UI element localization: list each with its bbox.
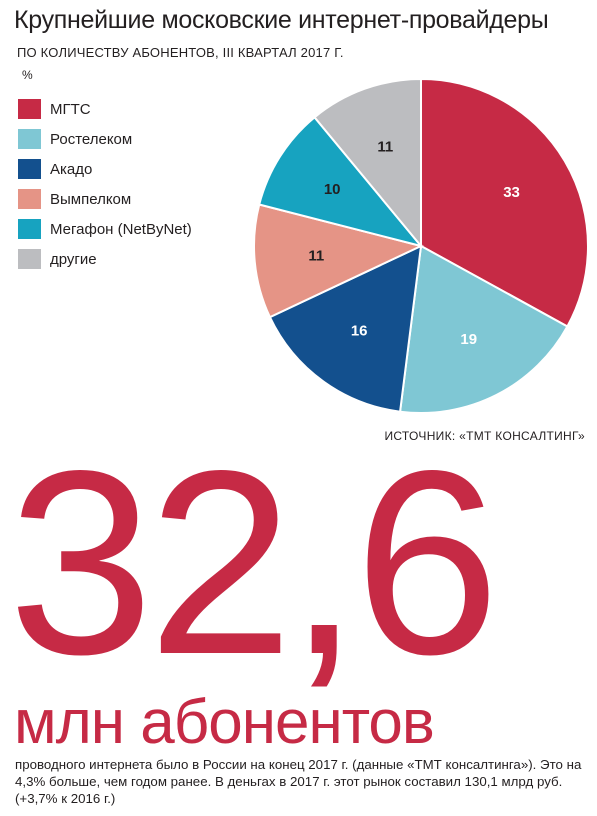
pie-slice-label: 19	[460, 331, 477, 348]
legend-swatch	[18, 219, 41, 239]
pie-slice-label: 16	[351, 323, 368, 340]
chart-subtitle: ПО КОЛИЧЕСТВУ АБОНЕНТОВ, III КВАРТАЛ 201…	[17, 45, 344, 60]
legend-item: Акадо	[18, 154, 192, 184]
pie-slice	[268, 244, 423, 413]
legend-swatch	[18, 129, 41, 149]
legend-label: другие	[50, 250, 97, 268]
legend-swatch	[18, 159, 41, 179]
pie-slice-label: 33	[503, 184, 520, 201]
legend-label: Вымпелком	[50, 190, 132, 208]
legend-item: Вымпелком	[18, 184, 192, 214]
legend-item: Ростелеком	[18, 124, 192, 154]
legend-swatch	[18, 189, 41, 209]
pie-slice-label: 11	[377, 139, 393, 156]
pie-slice	[420, 77, 589, 328]
legend-swatch	[18, 99, 41, 119]
legend-item: Мегафон (NetByNet)	[18, 214, 192, 244]
legend-item: другие	[18, 244, 192, 274]
pie-slice	[398, 244, 569, 414]
pie-slice	[253, 203, 424, 319]
pie-chart: 33 19 16 11 10 11	[253, 77, 589, 414]
legend-label: МГТС	[50, 100, 91, 118]
legend-label: Ростелеком	[50, 130, 133, 148]
legend-label: Акадо	[50, 160, 93, 178]
highlight-description: проводного интернета было в России на ко…	[15, 757, 582, 806]
chart-title: Крупнейшие московские интернет-провайдер…	[14, 6, 549, 34]
source-note: ИСТОЧНИК: «ТМТ КОНСАЛТИНГ»	[384, 429, 585, 443]
pie-slice-label: 10	[324, 181, 341, 198]
pie-slice-label: 11	[308, 247, 324, 264]
legend-swatch	[18, 249, 41, 269]
legend-item: МГТС	[18, 94, 192, 124]
legend: МГТС Ростелеком Акадо Вымпелком Мегафон (Net…	[18, 94, 192, 274]
highlight-unit: млн абонентов	[14, 688, 435, 757]
pie-slice	[313, 77, 422, 249]
highlight-number: 32,6	[8, 416, 500, 709]
unit-label: %	[22, 68, 33, 82]
pie-slice	[258, 115, 424, 248]
legend-label: Мегафон (NetByNet)	[50, 220, 192, 238]
